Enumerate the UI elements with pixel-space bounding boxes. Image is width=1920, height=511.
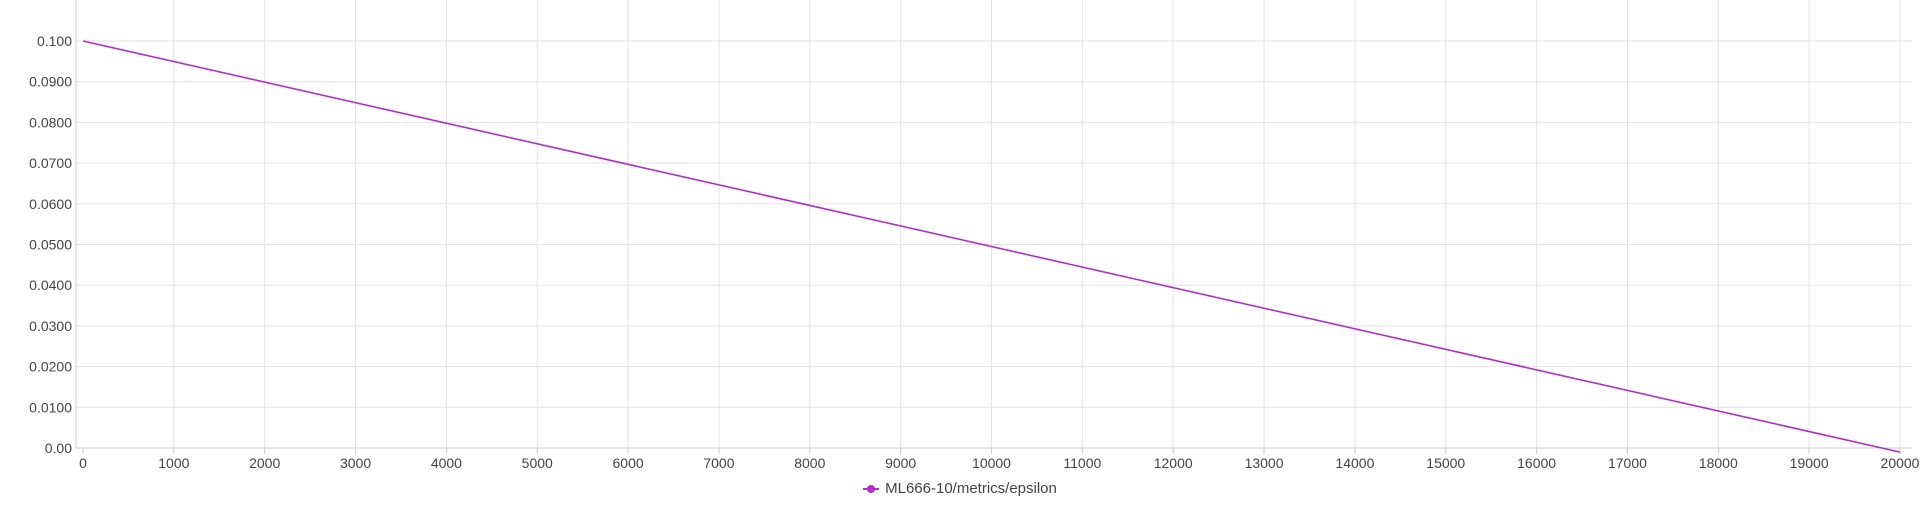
x-tick-label: 5000 xyxy=(522,455,553,471)
x-tick-label: 12000 xyxy=(1154,455,1193,471)
x-tick-label: 10000 xyxy=(972,455,1011,471)
legend[interactable]: ML666-10/metrics/epsilon xyxy=(0,480,1920,497)
x-tick-label: 1000 xyxy=(158,455,189,471)
grid xyxy=(76,0,1912,448)
x-tick-label: 6000 xyxy=(613,455,644,471)
x-tick-label: 7000 xyxy=(703,455,734,471)
series-layer xyxy=(82,40,1901,453)
x-tick-label: 11000 xyxy=(1063,455,1101,471)
y-tick-label: 0.0200 xyxy=(29,359,72,375)
y-tick-label: 0.0300 xyxy=(29,318,72,334)
x-tick-label: 19000 xyxy=(1790,455,1829,471)
x-tick-label: 9000 xyxy=(885,455,916,471)
y-tick-label: 0.0900 xyxy=(29,74,72,90)
y-tick-label: 0.0100 xyxy=(29,399,72,415)
tick-labels: 0.00 0.0100 0.0200 0.0300 0.0400 0.0500 0.0600… xyxy=(29,33,1920,471)
x-tick-label: 14000 xyxy=(1335,455,1374,471)
x-tick-label: 16000 xyxy=(1517,455,1556,471)
x-tick-label: 0 xyxy=(79,455,87,471)
series-line xyxy=(82,40,1901,453)
y-tick-label: 0.0700 xyxy=(29,155,72,171)
y-tick-label: 0.0500 xyxy=(29,237,72,253)
legend-marker-icon xyxy=(863,483,880,495)
y-tick-label: 0.0600 xyxy=(29,196,72,212)
x-tick-label: 13000 xyxy=(1245,455,1284,471)
x-tick-label: 18000 xyxy=(1699,455,1738,471)
axes xyxy=(75,0,1912,454)
legend-label: ML666-10/metrics/epsilon xyxy=(885,480,1057,497)
y-tick-label: 0.0400 xyxy=(29,277,72,293)
y-tick-label: 0.100 xyxy=(37,33,72,49)
y-tick-label: 0.0800 xyxy=(29,114,72,130)
x-tick-label: 3000 xyxy=(340,455,371,471)
x-tick-label: 2000 xyxy=(249,455,280,471)
x-tick-label: 15000 xyxy=(1426,455,1465,471)
x-tick-label: 17000 xyxy=(1608,455,1647,471)
x-tick-label: 8000 xyxy=(794,455,825,471)
x-tick-label: 4000 xyxy=(431,455,462,471)
y-tick-label: 0.00 xyxy=(45,440,72,456)
x-tick-label: 20000 xyxy=(1881,455,1920,471)
